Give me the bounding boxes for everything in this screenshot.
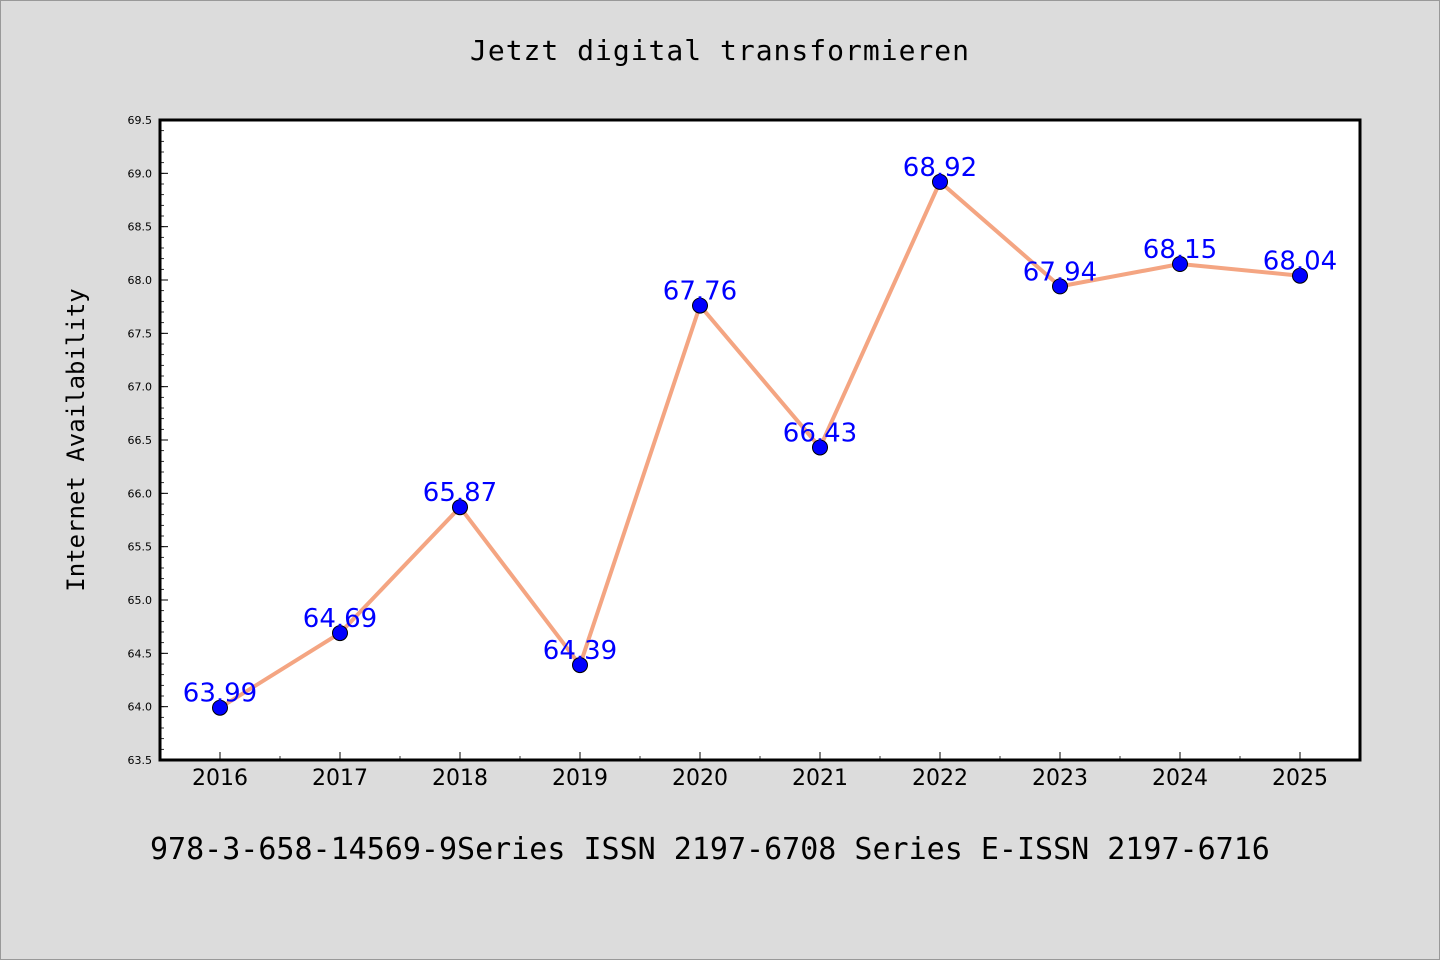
x-tick-label: 2024 <box>1152 766 1208 791</box>
x-tick-label: 2017 <box>312 766 368 791</box>
y-tick-label: 68.0 <box>128 274 153 287</box>
y-tick-label: 63.5 <box>128 754 153 767</box>
data-point-marker <box>212 699 228 716</box>
data-label: 63.99 <box>183 679 257 709</box>
x-tick-label: 2019 <box>552 766 608 791</box>
data-point-marker <box>692 297 708 314</box>
y-axis-ticks: 63.5 64.0 64.5 65.0 65.5 66.0 66.5 67.0 67.5 68.0… <box>128 114 168 767</box>
y-tick-label: 64.5 <box>128 647 153 660</box>
data-point-marker <box>572 657 588 674</box>
data-label: 68.92 <box>903 153 977 183</box>
plot-area <box>160 120 1360 760</box>
data-label: 65.87 <box>423 478 497 508</box>
y-tick-label: 68.5 <box>128 221 153 234</box>
y-tick-label: 66.0 <box>128 487 153 500</box>
y-tick-label: 65.0 <box>128 594 153 607</box>
data-label: 64.69 <box>303 604 377 634</box>
x-tick-label: 2023 <box>1032 766 1088 791</box>
data-label: 68.04 <box>1263 247 1337 277</box>
data-label: 67.76 <box>663 277 737 307</box>
y-tick-label: 69.0 <box>128 167 153 180</box>
x-tick-label: 2022 <box>912 766 968 791</box>
chart-title: Jetzt digital transformieren <box>469 34 970 67</box>
data-labels: 63.99 64.69 65.87 64.39 67.76 66.43 68.92 67.94… <box>183 153 1337 709</box>
data-point-marker <box>452 499 468 516</box>
plot-border <box>158 118 1362 762</box>
y-tick-label: 66.5 <box>128 434 153 447</box>
x-tick-label: 2021 <box>792 766 848 791</box>
data-label: 66.43 <box>783 418 857 448</box>
data-label: 67.94 <box>1023 257 1097 287</box>
data-point-marker <box>932 173 948 190</box>
y-tick-label: 67.0 <box>128 381 153 394</box>
data-point-marker <box>812 439 828 456</box>
series-line-group <box>218 179 1301 710</box>
footer-isbn-issn: 978-3-658-14569-9Series ISSN 2197-6708 S… <box>150 832 1270 867</box>
x-tick-label: 2025 <box>1272 766 1328 791</box>
data-markers <box>212 173 1308 716</box>
y-tick-label: 67.5 <box>128 327 153 340</box>
data-point-marker <box>1172 256 1188 272</box>
y-axis-label: Internet Availability <box>62 288 90 591</box>
x-tick-label: 2020 <box>672 766 728 791</box>
data-point-marker <box>332 625 348 642</box>
y-tick-label: 64.0 <box>128 701 153 714</box>
x-axis-ticks: 2016 2017 2018 2019 2020 2021 2022 2023 2024 2025 <box>192 752 1328 791</box>
series-line <box>218 179 1301 710</box>
data-point-marker <box>1292 267 1308 284</box>
data-label: 64.39 <box>543 636 617 666</box>
y-tick-label: 69.5 <box>128 114 153 127</box>
x-tick-label: 2016 <box>192 766 248 791</box>
y-tick-label: 65.5 <box>128 541 153 554</box>
data-label: 68.15 <box>1143 235 1217 265</box>
data-point-marker <box>1052 278 1068 295</box>
x-tick-label: 2018 <box>432 766 488 791</box>
